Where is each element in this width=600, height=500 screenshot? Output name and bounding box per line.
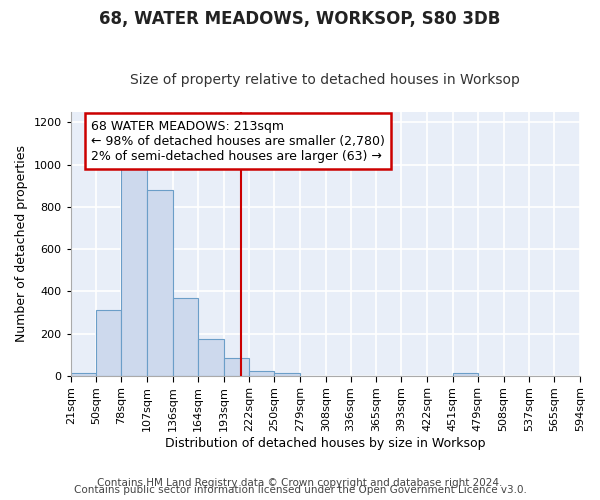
Text: 68, WATER MEADOWS, WORKSOP, S80 3DB: 68, WATER MEADOWS, WORKSOP, S80 3DB [100, 10, 500, 28]
Bar [97, 310, 121, 376]
Bar [147, 190, 173, 376]
Bar [224, 358, 250, 376]
Text: Contains public sector information licensed under the Open Government Licence v3: Contains public sector information licen… [74, 485, 526, 495]
Bar [71, 372, 97, 376]
Y-axis label: Number of detached properties: Number of detached properties [15, 146, 28, 342]
X-axis label: Distribution of detached houses by size in Worksop: Distribution of detached houses by size … [165, 437, 485, 450]
Bar [250, 370, 274, 376]
Bar [453, 372, 478, 376]
Text: Contains HM Land Registry data © Crown copyright and database right 2024.: Contains HM Land Registry data © Crown c… [97, 478, 503, 488]
Bar [274, 372, 300, 376]
Bar [198, 339, 224, 376]
Title: Size of property relative to detached houses in Worksop: Size of property relative to detached ho… [130, 73, 520, 87]
Bar [173, 298, 198, 376]
Bar [121, 169, 147, 376]
Text: 68 WATER MEADOWS: 213sqm
← 98% of detached houses are smaller (2,780)
2% of semi: 68 WATER MEADOWS: 213sqm ← 98% of detach… [91, 120, 385, 162]
